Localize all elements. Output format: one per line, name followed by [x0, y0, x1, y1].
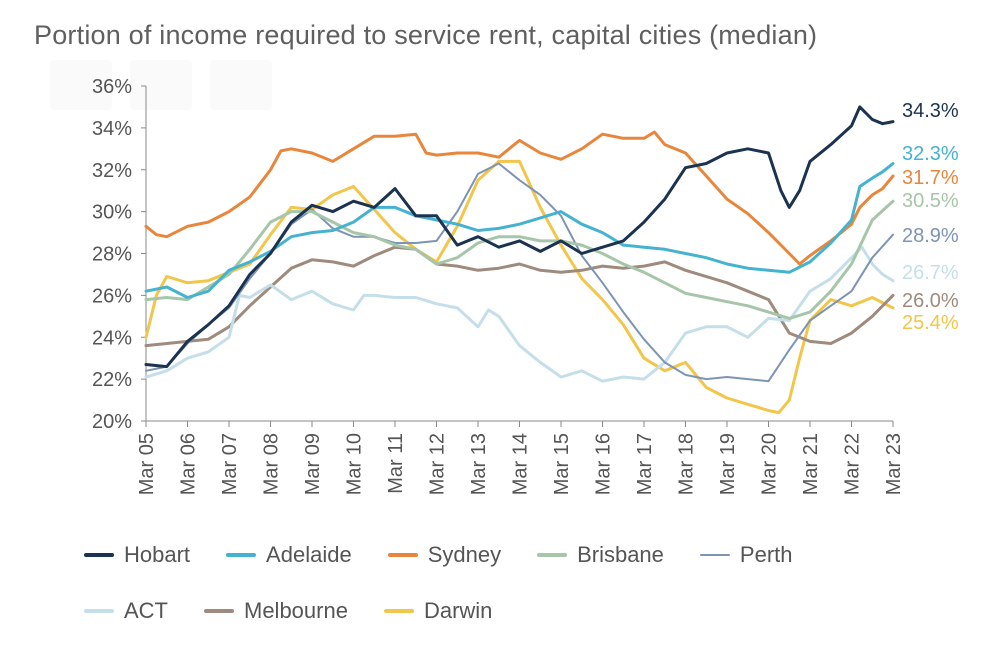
series-line-adelaide	[144, 162, 895, 299]
x-tick-label: Mar 08	[261, 433, 283, 495]
x-tick-label: Mar 18	[676, 433, 698, 495]
end-label-hobart: 34.3%	[902, 100, 959, 122]
x-tick-label: Mar 15	[551, 433, 573, 495]
legend-label: Brisbane	[577, 542, 664, 567]
legend-item-perth: Perth	[699, 542, 793, 568]
chart-legend: Hobart Adelaide Sydney Brisbane Perth ACT Melb…	[84, 538, 984, 650]
y-tick-label: 24%	[92, 327, 132, 349]
series-line-darwin	[144, 159, 895, 415]
y-tick-label: 20%	[92, 411, 132, 433]
y-tick-label: 28%	[92, 244, 132, 266]
legend-label: Sydney	[427, 542, 502, 567]
legend-swatch	[204, 609, 234, 613]
line-chart: 20% 22% 24% 26% 28% 30% 32% 34% 36% Mar 05 Mar 06 M…	[92, 76, 959, 495]
x-tick-label: Mar 22	[842, 433, 864, 495]
legend-swatch	[84, 609, 114, 613]
end-label-sydney: 31.7%	[902, 167, 959, 189]
legend-item-hobart: Hobart	[84, 542, 190, 568]
y-tick-label: 26%	[92, 285, 132, 307]
watermark-tile	[50, 60, 112, 110]
legend-item-melbourne: Melbourne	[204, 598, 348, 624]
legend-swatch	[699, 554, 730, 556]
legend-swatch	[84, 553, 114, 557]
x-tick-label: Mar 05	[136, 433, 158, 495]
legend-item-act: ACT	[84, 598, 168, 624]
x-tick-label: Mar 23	[883, 433, 905, 495]
legend-label: Adelaide	[266, 542, 352, 567]
series-line-act	[144, 245, 895, 383]
series-line-sydney	[144, 130, 895, 266]
x-tick-label: Mar 07	[219, 433, 241, 495]
series-line-hobart	[144, 105, 895, 369]
watermark-tile	[210, 60, 272, 110]
legend-swatch	[226, 553, 257, 557]
legend-item-adelaide: Adelaide	[226, 542, 352, 568]
x-tick-label: Mar 19	[717, 433, 739, 495]
end-label-darwin: 25.4%	[902, 312, 959, 334]
y-tick-label: 30%	[92, 202, 132, 224]
legend-swatch	[383, 609, 414, 613]
legend-label: Hobart	[124, 542, 191, 567]
legend-row: ACT Melbourne Darwin	[84, 594, 984, 628]
end-label-act: 26.7%	[902, 262, 959, 284]
x-tick-label: Mar 17	[634, 433, 656, 495]
x-tick-label: Mar 21	[800, 433, 822, 495]
x-tick-label: Mar 09	[302, 433, 324, 495]
y-tick-label: 32%	[92, 160, 132, 182]
y-tick-label: 34%	[92, 118, 132, 140]
x-tick-label: Mar 11	[385, 433, 407, 494]
x-tick-label: Mar 06	[178, 433, 200, 495]
end-label-brisbane: 30.5%	[902, 190, 959, 212]
x-tick-label: Mar 13	[468, 433, 490, 495]
x-tick-label: Mar 12	[427, 433, 449, 495]
legend-label: ACT	[124, 598, 168, 623]
x-tick-label: Mar 16	[593, 433, 615, 495]
legend-swatch	[537, 553, 568, 557]
chart-title: Portion of income required to service re…	[34, 20, 818, 50]
legend-item-sydney: Sydney	[387, 542, 502, 568]
watermark-tile	[130, 60, 192, 110]
legend-label: Perth	[739, 542, 793, 567]
y-tick-label: 36%	[92, 76, 132, 98]
x-tick-label: Mar 10	[344, 433, 366, 495]
legend-swatch	[387, 553, 418, 557]
x-tick-label: Mar 14	[510, 433, 532, 495]
y-tick-label: 22%	[92, 369, 132, 391]
legend-label: Darwin	[423, 598, 493, 623]
end-label-melbourne: 26.0%	[902, 290, 959, 312]
series-line-brisbane	[144, 199, 895, 320]
legend-label: Melbourne	[244, 598, 348, 623]
legend-row: Hobart Adelaide Sydney Brisbane Perth	[84, 538, 984, 572]
legend-item-darwin: Darwin	[383, 598, 493, 624]
end-label-adelaide: 32.3%	[902, 143, 959, 165]
series-line-melbourne	[144, 245, 895, 348]
legend-item-brisbane: Brisbane	[537, 542, 664, 568]
end-label-perth: 28.9%	[902, 225, 959, 247]
x-tick-label: Mar 20	[759, 433, 781, 495]
